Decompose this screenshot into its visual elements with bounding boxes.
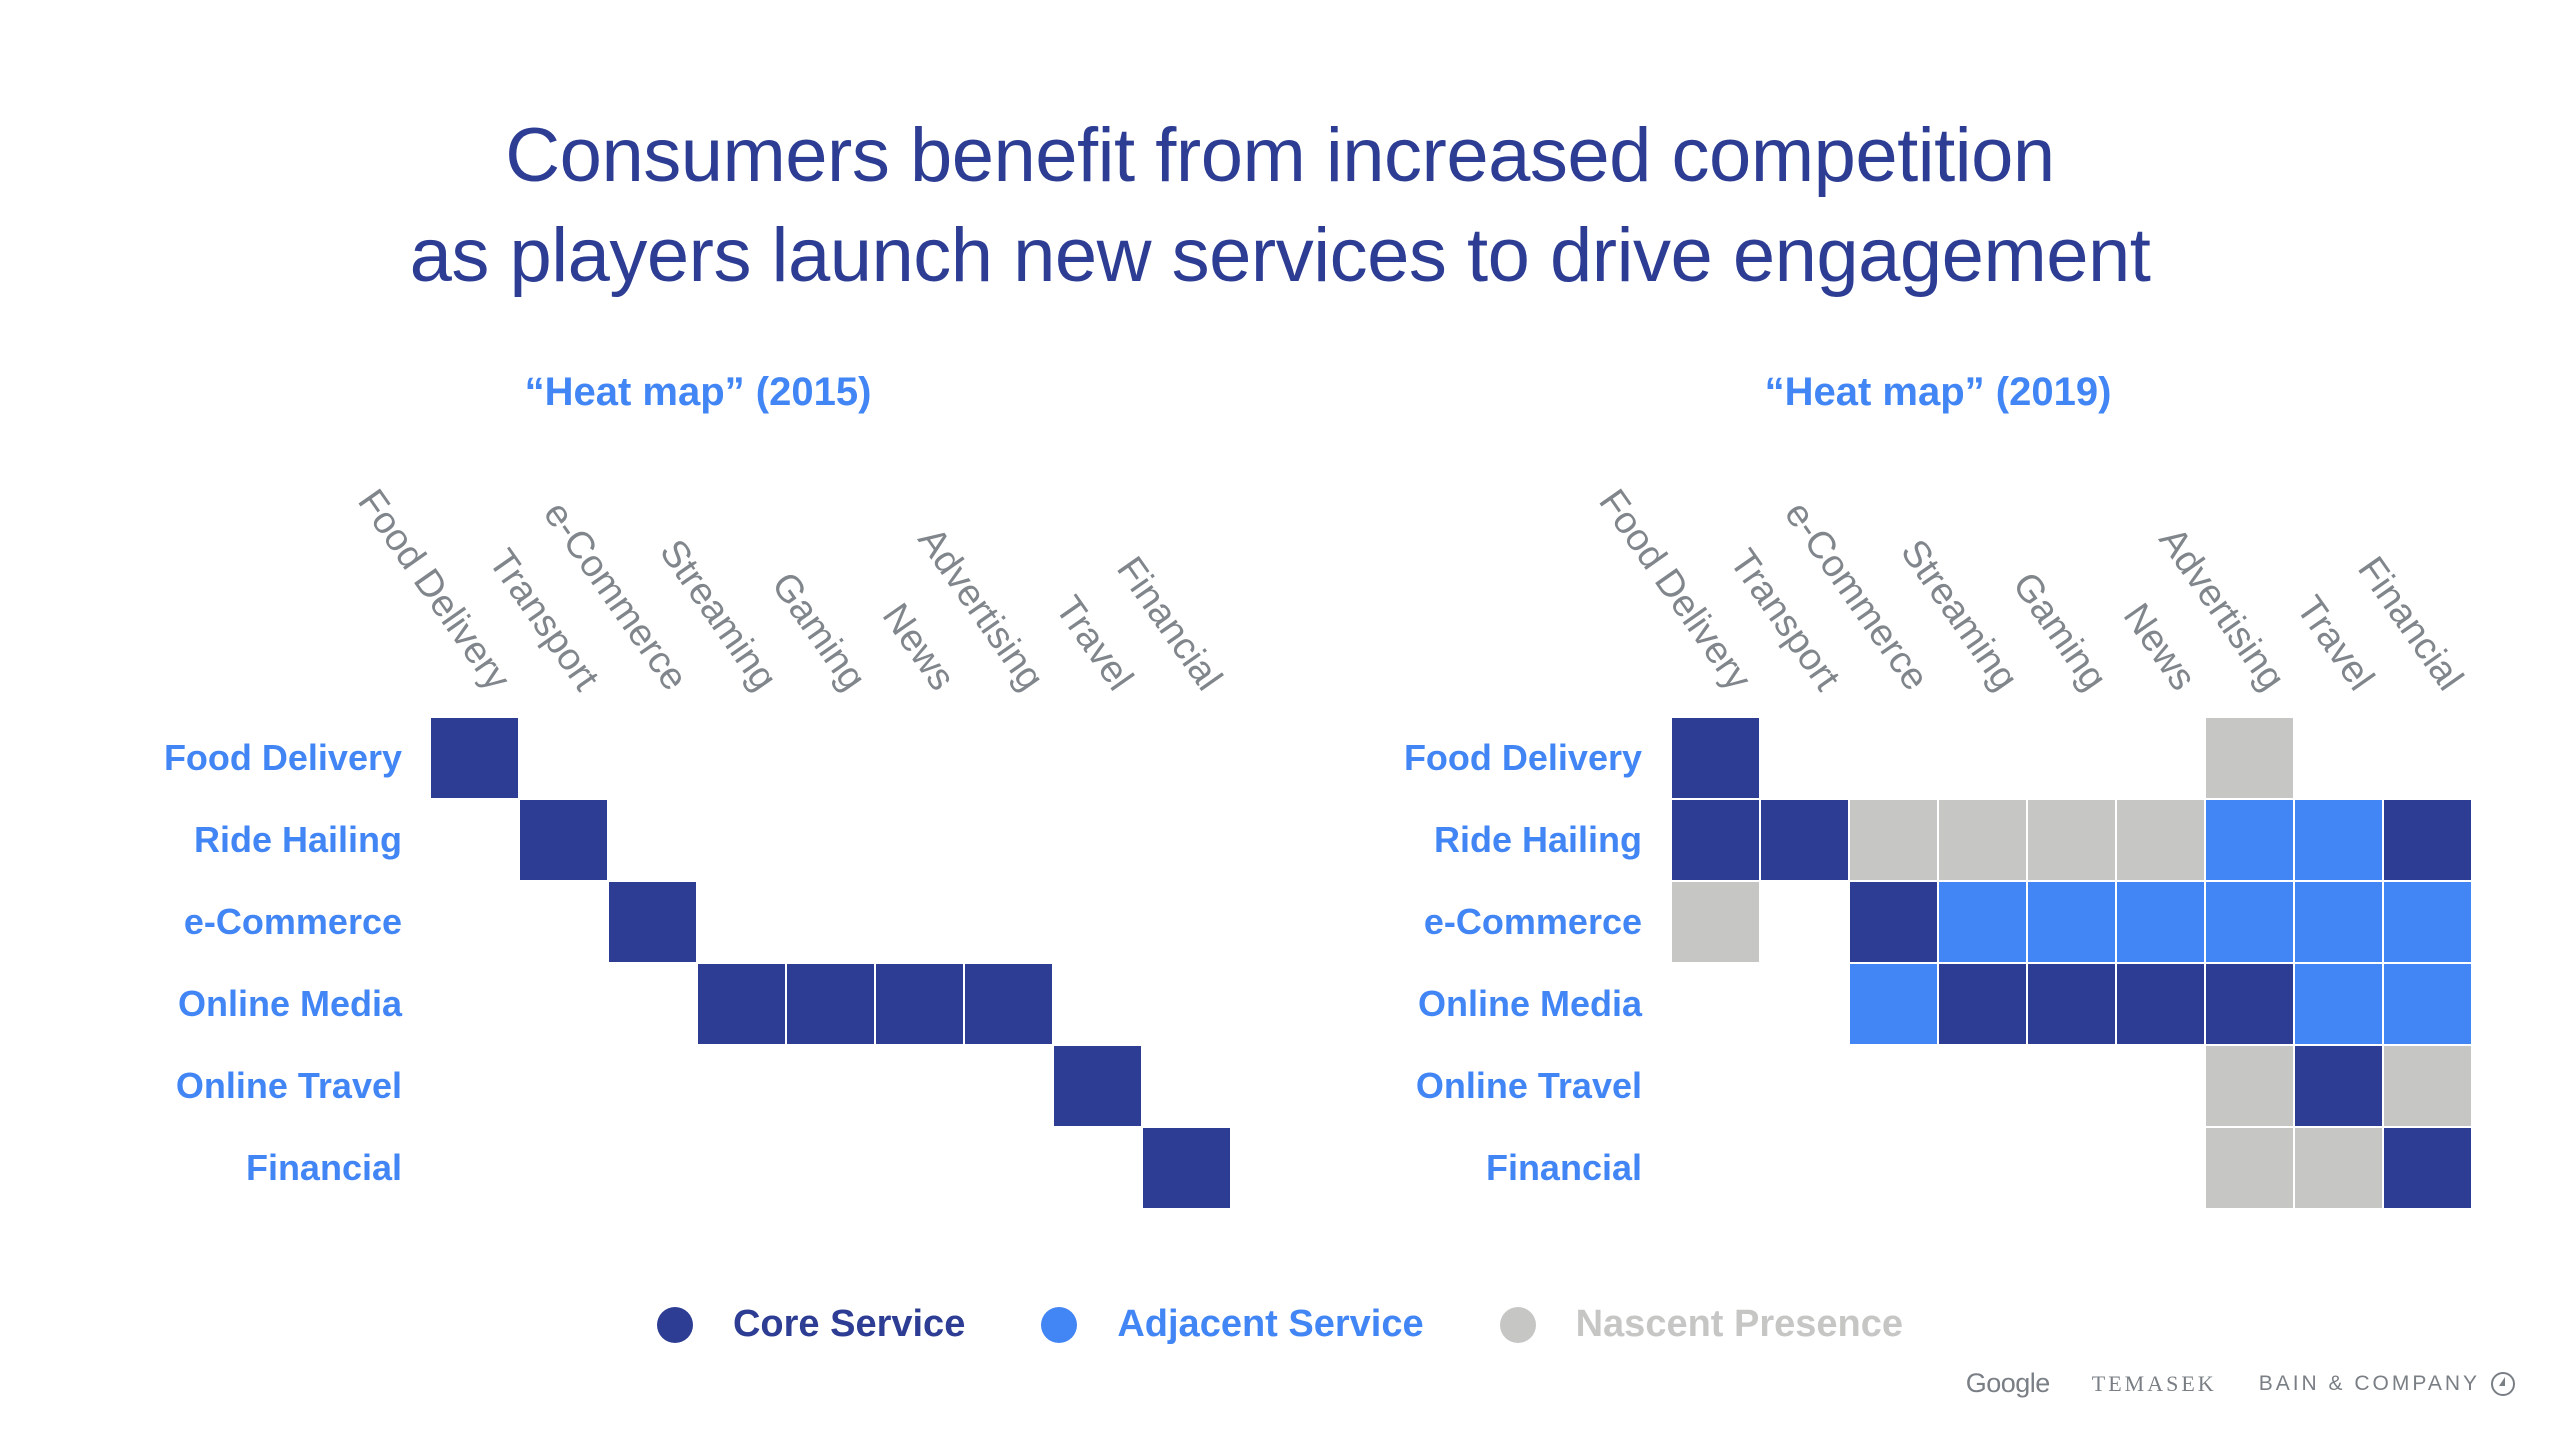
legend-label-core: Core Service xyxy=(732,1303,966,1345)
heatmap-cell-ride-hailing-transport xyxy=(1760,799,1849,881)
column-label-travel: Travel xyxy=(2287,588,2383,699)
heatmap-cell-e-commerce-e-commerce xyxy=(1849,881,1938,963)
row-label-online-travel: Online Travel xyxy=(1415,1065,1642,1106)
row-label-ride-hailing: Ride Hailing xyxy=(1433,819,1642,860)
google-logo: Google xyxy=(1965,1368,2051,1398)
heatmap-cell-online-media-e-commerce xyxy=(1849,963,1938,1045)
heatmap-2019-title: “Heat map” (2019) xyxy=(1764,370,2112,414)
heatmap-cell-e-commerce-travel xyxy=(2294,881,2383,963)
row-label-e-commerce: e-Commerce xyxy=(183,901,402,942)
heatmap-cell-ride-hailing-food-delivery xyxy=(1671,799,1760,881)
adjacent-service-dot-icon xyxy=(1041,1306,1078,1343)
heatmap-cell-financial-travel xyxy=(2294,1127,2383,1209)
legend-item-adjacent: Adjacent Service xyxy=(1041,1303,1424,1346)
heatmap-cell-e-commerce-financial xyxy=(2383,881,2472,963)
heatmap-cell-online-media-streaming xyxy=(1938,963,2027,1045)
legend-item-core: Core Service xyxy=(656,1303,966,1346)
heatmap-2015-title: “Heat map” (2015) xyxy=(524,370,872,414)
heatmap-cell-online-travel-financial xyxy=(2383,1045,2472,1127)
row-label-online-media: Online Media xyxy=(1417,983,1642,1024)
core-service-dot-icon xyxy=(656,1306,693,1343)
heatmap-cell-e-commerce-news xyxy=(2116,881,2205,963)
heatmap-cell-online-travel-travel xyxy=(1053,1045,1142,1127)
heatmap-cell-online-travel-travel xyxy=(2294,1045,2383,1127)
heatmap-cell-ride-hailing-streaming xyxy=(1938,799,2027,881)
legend-item-nascent: Nascent Presence xyxy=(1499,1303,1904,1346)
row-label-food-delivery: Food Delivery xyxy=(1403,737,1642,778)
heatmap-cell-food-delivery-advertising xyxy=(2205,717,2294,799)
legend-label-adjacent: Adjacent Service xyxy=(1117,1303,1424,1345)
heatmap-cell-online-media-streaming xyxy=(697,963,786,1045)
heatmap-cell-online-travel-advertising xyxy=(2205,1045,2294,1127)
heatmap-cell-e-commerce-food-delivery xyxy=(1671,881,1760,963)
row-label-financial: Financial xyxy=(1485,1147,1642,1188)
row-label-food-delivery: Food Delivery xyxy=(163,737,402,778)
heatmap-cell-e-commerce-advertising xyxy=(2205,881,2294,963)
heatmap-cell-online-media-gaming xyxy=(786,963,875,1045)
heatmap-cell-ride-hailing-financial xyxy=(2383,799,2472,881)
legend: Core Service Adjacent Service Nascent Pr… xyxy=(0,1303,2560,1346)
column-label-gaming: Gaming xyxy=(2004,565,2116,699)
page-title-line-1: Consumers benefit from increased competi… xyxy=(505,113,2055,198)
heatmap-cell-ride-hailing-transport xyxy=(519,799,608,881)
heatmap-cell-food-delivery-food-delivery xyxy=(1671,717,1760,799)
heatmap-cell-financial-financial xyxy=(1142,1127,1231,1209)
heatmap-cell-e-commerce-streaming xyxy=(1938,881,2027,963)
nascent-presence-dot-icon xyxy=(1499,1306,1536,1343)
row-label-financial: Financial xyxy=(245,1147,402,1188)
footer-logos: Google TEMASEK BAIN & COMPANY xyxy=(1966,1368,2516,1399)
heatmap-cell-online-media-financial xyxy=(2383,963,2472,1045)
heatmap-cell-food-delivery-food-delivery xyxy=(430,717,519,799)
heatmap-cell-ride-hailing-advertising xyxy=(2205,799,2294,881)
bain-logo: BAIN & COMPANY xyxy=(2258,1371,2480,1395)
heatmap-cell-financial-financial xyxy=(2383,1127,2472,1209)
row-label-ride-hailing: Ride Hailing xyxy=(193,819,402,860)
heatmap-cell-online-media-news xyxy=(2116,963,2205,1045)
heatmap-cell-online-media-advertising xyxy=(964,963,1053,1045)
heatmap-cell-e-commerce-e-commerce xyxy=(608,881,697,963)
heatmap-cell-ride-hailing-e-commerce xyxy=(1849,799,1938,881)
row-label-online-media: Online Media xyxy=(177,983,402,1024)
heatmap-cell-financial-advertising xyxy=(2205,1127,2294,1209)
heatmap-cell-ride-hailing-gaming xyxy=(2027,799,2116,881)
column-label-news: News xyxy=(2115,596,2204,699)
bain-compass-icon xyxy=(2491,1371,2515,1396)
heatmap-cell-online-media-travel xyxy=(2294,963,2383,1045)
row-label-e-commerce: e-Commerce xyxy=(1423,901,1642,942)
row-label-online-travel: Online Travel xyxy=(175,1065,402,1106)
column-label-food-delivery: Food Delivery xyxy=(1590,482,1760,699)
heatmap-cell-online-media-news xyxy=(875,963,964,1045)
heatmap-cell-e-commerce-gaming xyxy=(2027,881,2116,963)
heatmap-cell-ride-hailing-news xyxy=(2116,799,2205,881)
temasek-logo: TEMASEK xyxy=(2091,1370,2217,1396)
legend-label-nascent: Nascent Presence xyxy=(1575,1303,1904,1345)
heatmap-cell-ride-hailing-travel xyxy=(2294,799,2383,881)
heatmap-cell-online-media-advertising xyxy=(2205,963,2294,1045)
heatmap-cell-online-media-gaming xyxy=(2027,963,2116,1045)
page-title-line-2: as players launch new services to drive … xyxy=(409,213,2151,298)
